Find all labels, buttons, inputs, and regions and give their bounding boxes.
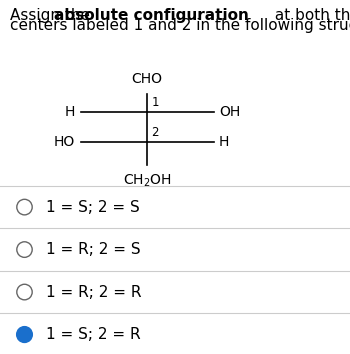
Text: HO: HO bbox=[54, 135, 75, 149]
Text: 1 = R; 2 = S: 1 = R; 2 = S bbox=[46, 242, 141, 257]
Text: 1 = R; 2 = R: 1 = R; 2 = R bbox=[46, 285, 142, 299]
Text: centers labeled 1 and 2 in the following structure.: centers labeled 1 and 2 in the following… bbox=[10, 18, 350, 33]
Text: H: H bbox=[219, 135, 229, 149]
Text: OH: OH bbox=[219, 104, 240, 119]
Text: 2: 2 bbox=[152, 126, 159, 139]
Text: CH$_2$OH: CH$_2$OH bbox=[122, 172, 172, 189]
Text: absolute configuration: absolute configuration bbox=[54, 8, 249, 23]
Text: 1: 1 bbox=[152, 96, 159, 109]
Text: 1 = S; 2 = S: 1 = S; 2 = S bbox=[46, 200, 140, 215]
Text: Assign the: Assign the bbox=[10, 8, 95, 23]
Text: H: H bbox=[65, 104, 75, 119]
Text: at both the chiral: at both the chiral bbox=[270, 8, 350, 23]
Text: 1 = S; 2 = R: 1 = S; 2 = R bbox=[46, 327, 141, 342]
Circle shape bbox=[17, 327, 32, 342]
Text: CHO: CHO bbox=[132, 72, 162, 86]
